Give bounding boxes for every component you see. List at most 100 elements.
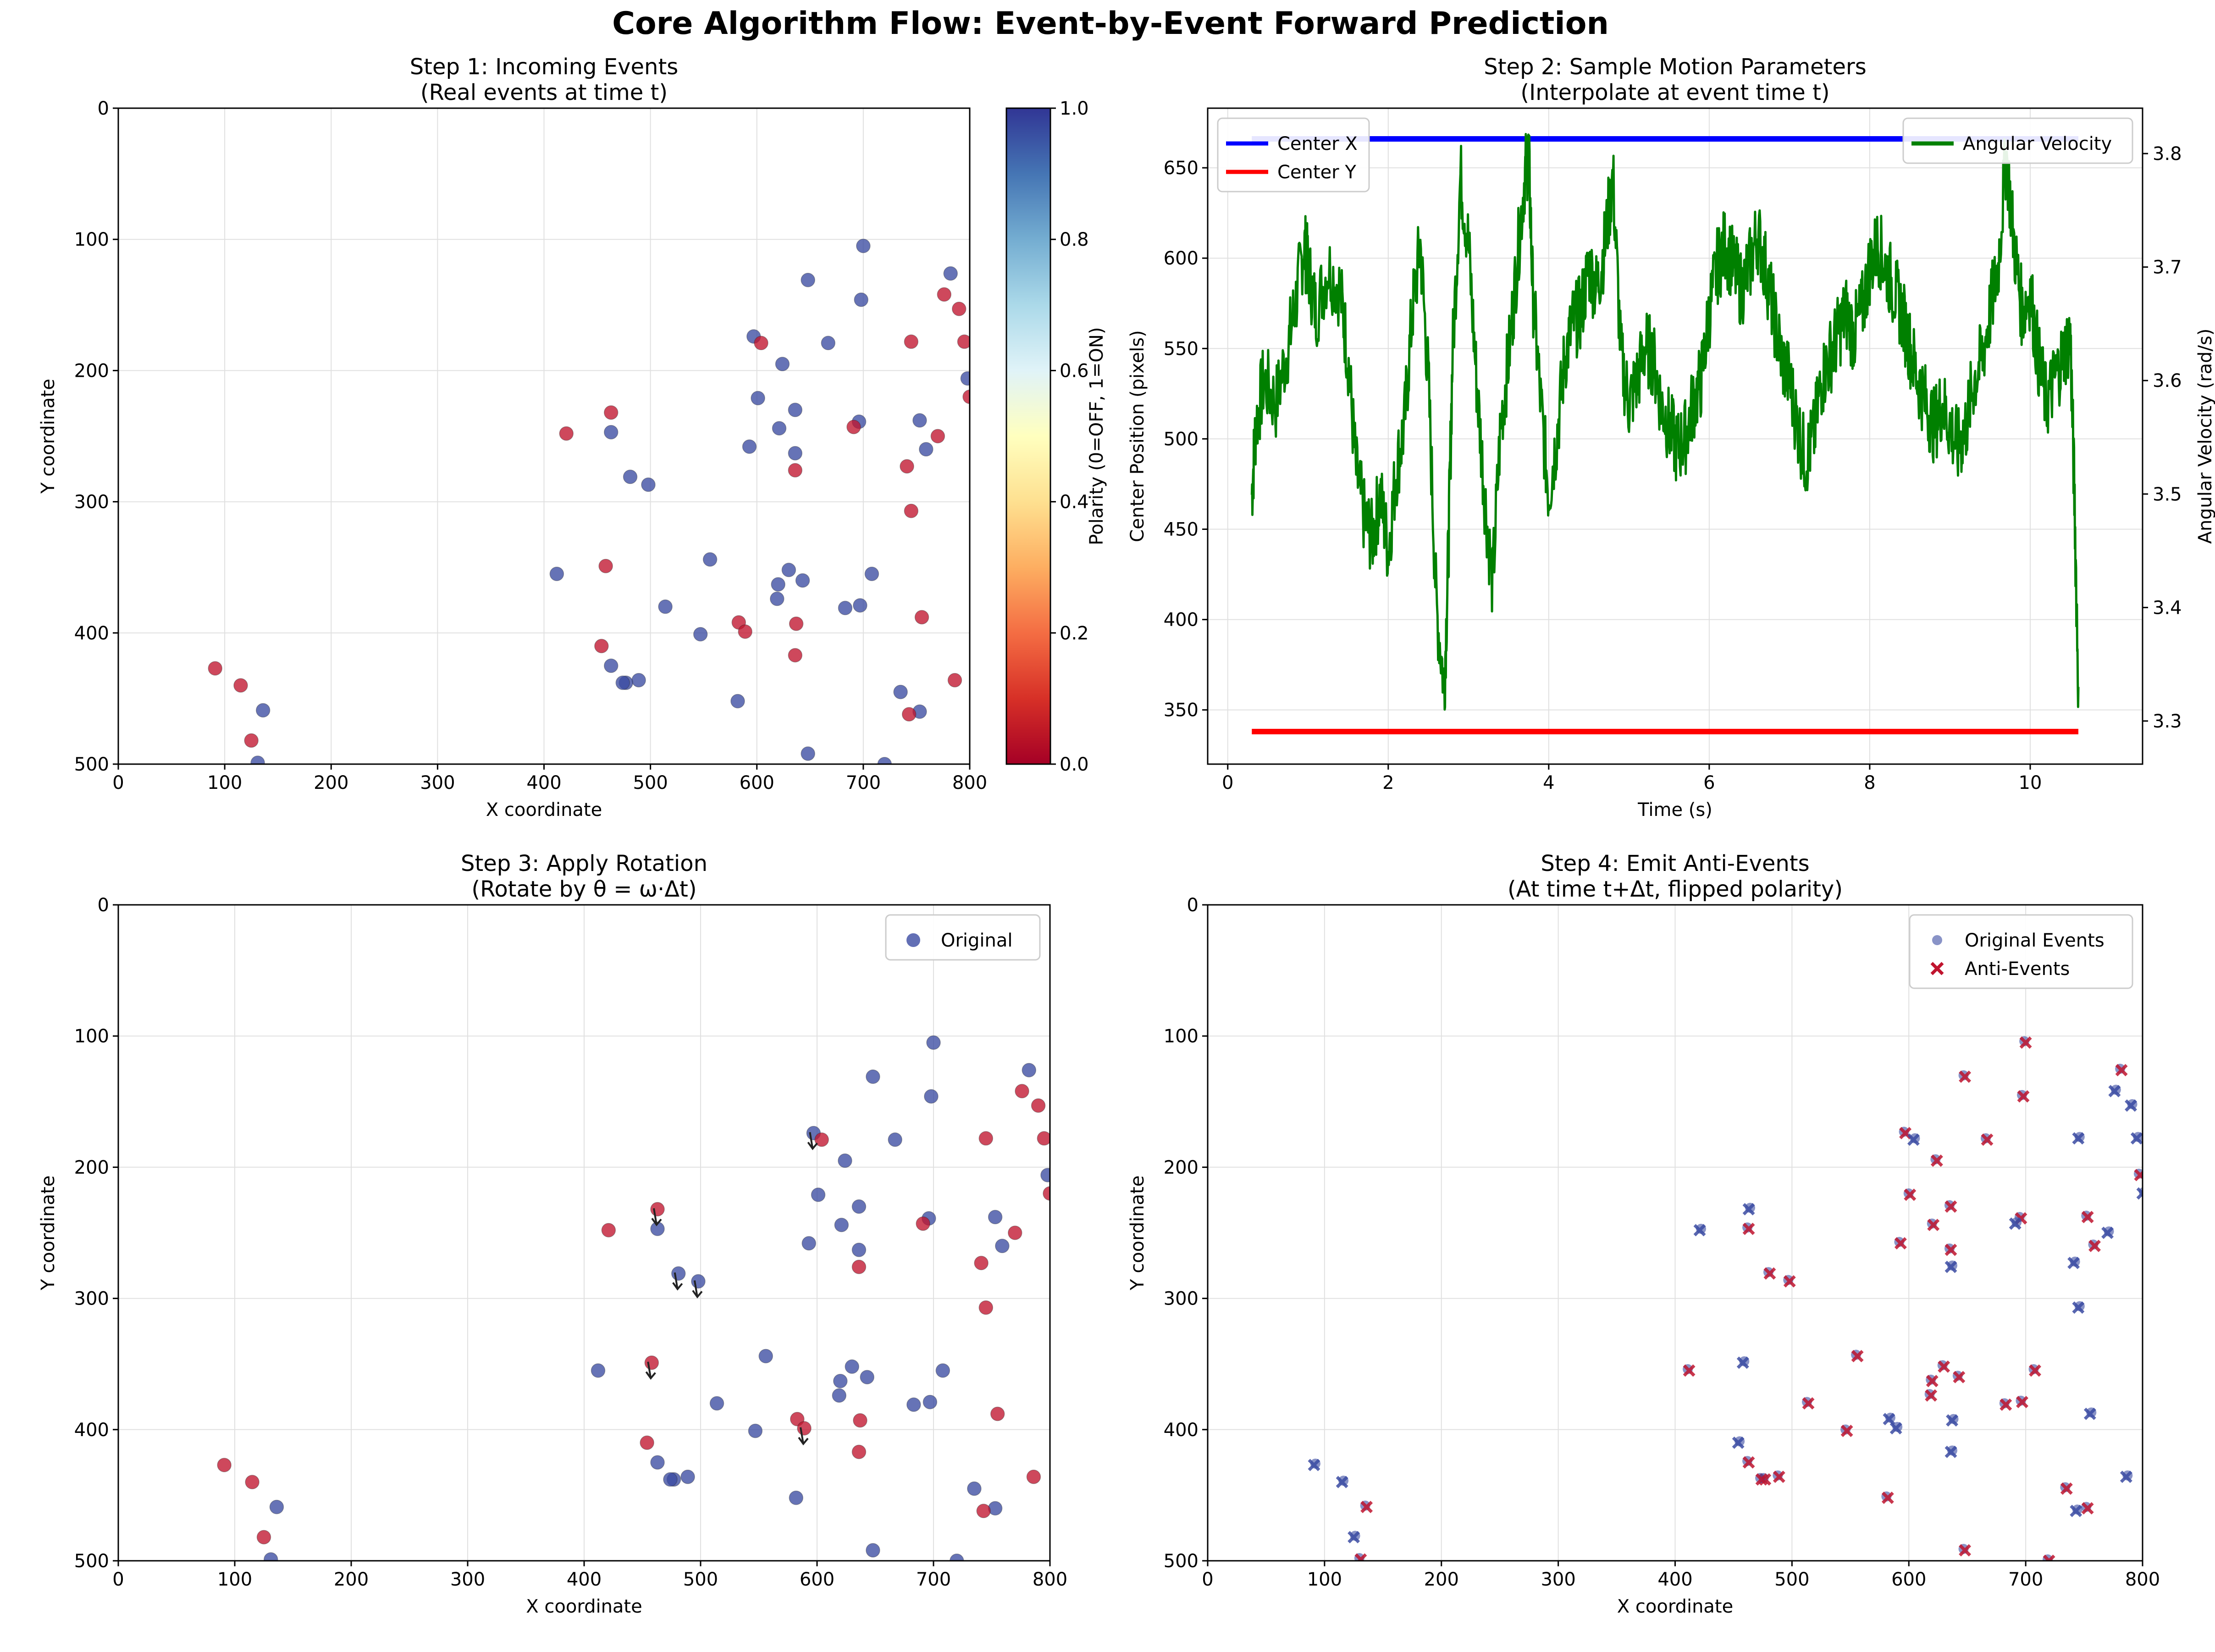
step4-anti-event-point	[2134, 1169, 2143, 1182]
step1-event-point	[846, 419, 861, 435]
step4-markers	[1308, 1036, 2143, 1561]
step3-rotation-arrow	[798, 1427, 809, 1446]
step4-xlabel: X coordinate	[1617, 1596, 1733, 1617]
step1-xtick-label: 300	[420, 772, 455, 793]
step1-event-point	[641, 477, 656, 492]
step2-ytick-label: 500	[1164, 429, 1199, 450]
step4-anti-event-point	[2019, 1036, 2032, 1049]
step3-xtick-label: 600	[800, 1569, 834, 1590]
step2-xlabel: Time (s)	[1637, 799, 1712, 820]
step3-legend-label: Original	[941, 930, 1013, 951]
step3-event-point	[866, 1543, 880, 1558]
step1-event-point	[919, 442, 934, 457]
step1-event-point	[594, 639, 609, 654]
step3-rotation-arrow	[807, 1132, 818, 1151]
step3-event-point	[591, 1363, 606, 1378]
step4-anti-event-point	[1783, 1275, 1796, 1288]
step1-event-point	[603, 658, 619, 673]
step4-xtick-label: 0	[1202, 1569, 1213, 1590]
step4-anti-event-point	[1755, 1473, 1768, 1486]
step4-anti-event-point	[2060, 1482, 2073, 1495]
step3-event-point	[935, 1363, 950, 1378]
step4-anti-event-point	[1944, 1244, 1957, 1256]
step4-anti-event-point	[1742, 1222, 1755, 1235]
step1-event-point	[901, 707, 917, 721]
step3-xtick-label: 200	[334, 1569, 369, 1590]
step4-anti-event-point	[2108, 1085, 2121, 1097]
step3-event-point	[851, 1260, 867, 1274]
step3-ytick-label: 100	[74, 1026, 109, 1047]
step4-anti-event-point	[1904, 1189, 1917, 1201]
step1-event-point	[957, 334, 970, 349]
step3-event-point	[967, 1481, 982, 1496]
step4-anti-event-point	[1953, 1371, 1966, 1383]
step4-xtick-label: 700	[2008, 1569, 2043, 1590]
step1-event-point	[598, 559, 613, 573]
step3-event-point	[851, 1242, 867, 1257]
colorbar-tick-label: 0.4	[1060, 492, 1089, 513]
step4-anti-event-point	[2009, 1217, 2022, 1230]
step1-event-point	[943, 266, 958, 281]
step2-title: Step 2: Sample Motion Parameters	[1484, 54, 1866, 80]
colorbar-tick-label: 0.2	[1060, 623, 1089, 644]
step1-event-point	[962, 389, 970, 404]
step3-event-point	[217, 1458, 232, 1472]
step1-event-point	[856, 238, 871, 253]
step1-event-point	[801, 273, 815, 287]
step4-anti-event-point	[1693, 1224, 1706, 1237]
step4-anti-event-point	[2070, 1504, 2082, 1517]
step4-xtick-label: 600	[1891, 1569, 1926, 1590]
step4-anti-event-point	[1742, 1456, 1755, 1469]
step3-event-point	[978, 1300, 994, 1315]
step3-ytick-label: 300	[74, 1289, 109, 1310]
step4-anti-event-point	[1944, 1200, 1957, 1213]
step1-event-point	[904, 334, 919, 349]
step1-event-point	[693, 627, 708, 642]
step3-markers	[217, 1035, 1050, 1561]
step4-anti-event-point	[1348, 1531, 1360, 1543]
step1-event-point	[952, 302, 967, 316]
step1-xtick-label: 800	[952, 772, 987, 793]
step3-event-point	[888, 1132, 902, 1147]
step2-ytick-right-label: 3.7	[2153, 257, 2182, 278]
step3-legend-box	[885, 914, 1041, 961]
step4-anti-event-point	[1683, 1364, 1696, 1377]
step1-event-point	[208, 661, 222, 676]
step1-event-point	[603, 425, 619, 440]
step3-event-point	[709, 1396, 724, 1411]
colorbar-tick-label: 0.0	[1060, 754, 1089, 775]
step1-event-point	[821, 336, 836, 351]
step4-legend-marker-anti	[1930, 962, 1944, 975]
step4-xtick-label: 400	[1657, 1569, 1692, 1590]
step4-ytick-label: 300	[1164, 1289, 1199, 1310]
step4-xtick-label: 100	[1307, 1569, 1342, 1590]
step2-ytick-label: 400	[1164, 610, 1199, 631]
step3-event-point	[644, 1355, 659, 1370]
step3-title: Step 3: Apply Rotation	[461, 851, 707, 876]
step4-anti-event-point	[1802, 1397, 1815, 1410]
step4-anti-event-point	[2072, 1301, 2085, 1314]
step4-xtick-label: 800	[2125, 1569, 2160, 1590]
step3-event-point	[269, 1499, 284, 1514]
figure-suptitle: Core Algorithm Flow: Event-by-Event Forw…	[612, 6, 1609, 42]
step1-event-point	[937, 287, 952, 302]
step2-xtick-label: 0	[1222, 772, 1233, 793]
step2-ylabel: Center Position (pixels)	[1127, 330, 1148, 542]
step2-xtick-label: 6	[1703, 772, 1715, 793]
step3-rotation-arrow	[672, 1272, 683, 1291]
step4-anti-event-point	[1938, 1360, 1950, 1373]
step1-xlabel: X coordinate	[486, 799, 602, 820]
step3-event-point	[922, 1394, 938, 1410]
step1-xtick-label: 400	[526, 772, 561, 793]
step4-anti-event-point	[1981, 1133, 1994, 1146]
step1-event-point	[730, 694, 745, 709]
step4-anti-event-point	[1926, 1375, 1939, 1388]
step3-event-point	[1037, 1131, 1050, 1146]
step2-ylabel-right: Angular Velocity (rad/s)	[2195, 329, 2215, 544]
step3-event-point	[671, 1266, 686, 1281]
step2-ytick-label: 650	[1164, 158, 1199, 179]
step4-xtick-label: 500	[1774, 1569, 1809, 1590]
step3-event-point	[640, 1435, 654, 1450]
step3-event-point	[926, 1035, 941, 1050]
